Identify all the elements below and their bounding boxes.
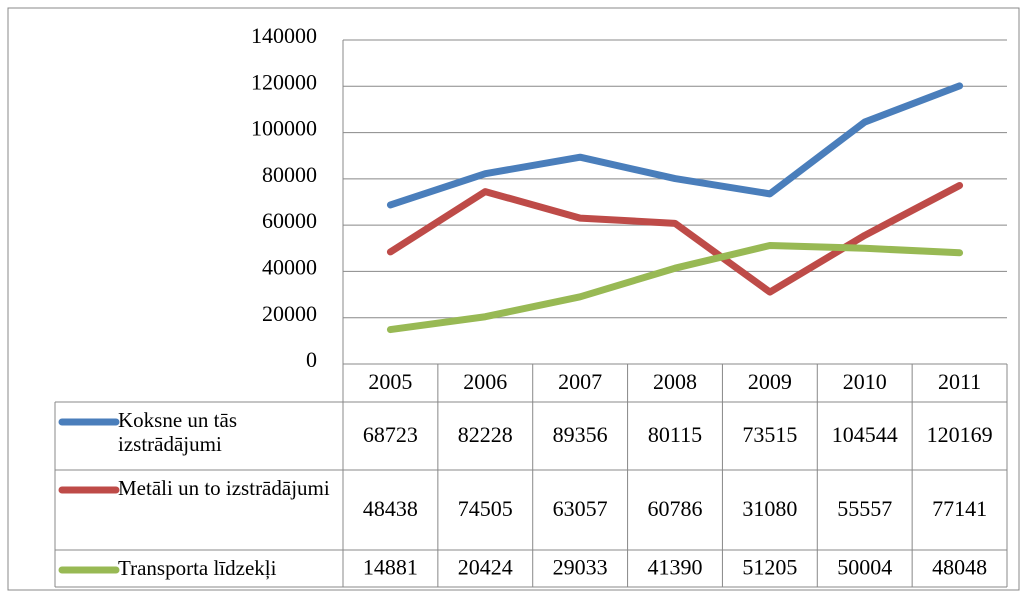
table-value: 31080	[742, 496, 797, 521]
table-value: 29033	[553, 555, 608, 580]
table-value: 48048	[932, 555, 987, 580]
table-value: 104544	[832, 422, 898, 447]
y-tick-label: 140000	[251, 23, 317, 48]
y-tick-label: 20000	[262, 301, 317, 326]
y-tick-label: 120000	[251, 69, 317, 94]
table-value: 48438	[363, 496, 418, 521]
legend-label: Koksne un tās izstrādājumi	[118, 408, 237, 456]
table-value: 74505	[458, 496, 513, 521]
x-tick-label: 2011	[938, 369, 981, 394]
x-tick-label: 2005	[368, 369, 412, 394]
legend-label-box: Transporta līdzekļi	[118, 556, 277, 580]
legend-label-box: Metāli un to izstrādājumi	[118, 476, 330, 500]
table-value: 82228	[458, 422, 513, 447]
legend-label: Metāli un to izstrādājumi	[118, 476, 330, 500]
table-value: 73515	[742, 422, 797, 447]
table-value: 63057	[553, 496, 608, 521]
table-value: 120169	[927, 422, 993, 447]
table-value: 55557	[837, 496, 892, 521]
x-tick-label: 2010	[843, 369, 887, 394]
table-value: 51205	[742, 555, 797, 580]
x-tick-label: 2008	[653, 369, 697, 394]
series-line	[386, 82, 964, 209]
x-tick-label: 2007	[558, 369, 602, 394]
y-tick-label: 100000	[251, 116, 317, 141]
table-value: 41390	[648, 555, 703, 580]
table-value: 68723	[363, 422, 418, 447]
table-value: 89356	[553, 422, 608, 447]
table-value: 77141	[932, 496, 987, 521]
legend-label: Transporta līdzekļi	[118, 556, 277, 580]
table-value: 14881	[363, 555, 418, 580]
table-value: 50004	[837, 555, 892, 580]
table-value: 80115	[648, 422, 702, 447]
y-tick-label: 40000	[262, 254, 317, 279]
series-line	[386, 241, 964, 334]
table-value: 20424	[458, 555, 513, 580]
table-value: 60786	[648, 496, 703, 521]
y-tick-label: 80000	[262, 162, 317, 187]
x-tick-label: 2006	[463, 369, 507, 394]
chart-border	[7, 7, 1020, 591]
series-line	[386, 181, 964, 296]
x-tick-label: 2009	[748, 369, 792, 394]
legend-label-box: Koksne un tās izstrādājumi	[118, 408, 237, 456]
y-tick-label: 0	[306, 347, 317, 372]
y-tick-label: 60000	[262, 208, 317, 233]
